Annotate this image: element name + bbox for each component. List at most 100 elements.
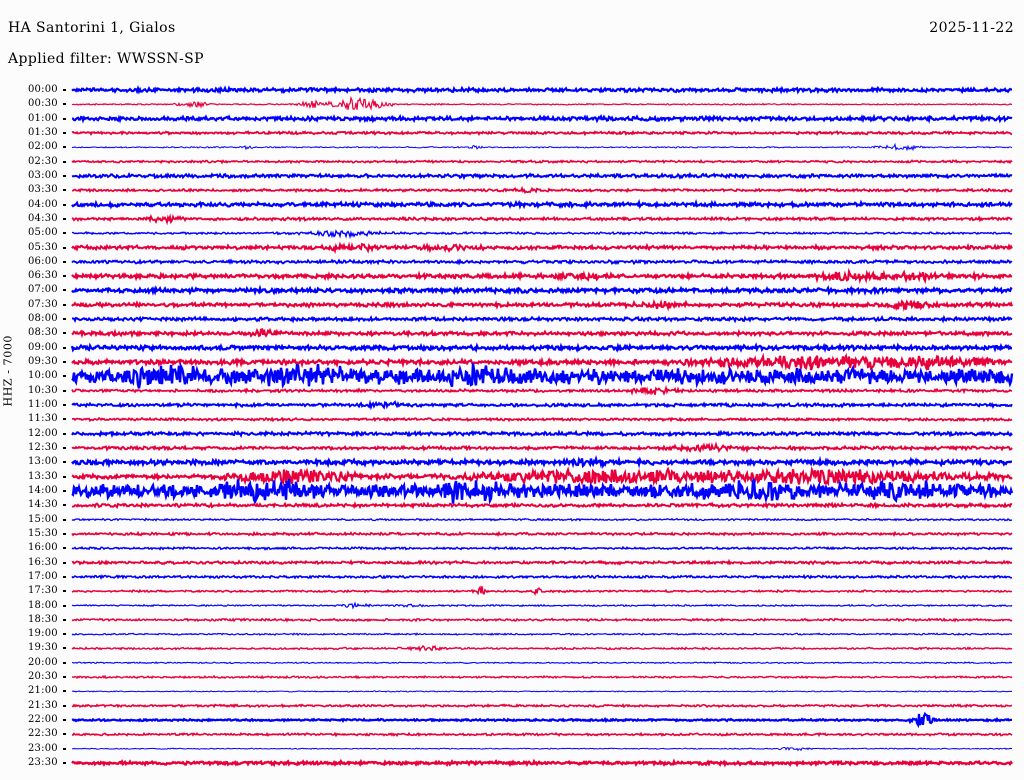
time-axis-label: 20:00 <box>28 656 58 668</box>
time-axis-label: 12:00 <box>28 427 58 439</box>
time-axis-tick <box>63 103 66 106</box>
time-axis-label: 21:30 <box>28 699 58 711</box>
time-axis-tick <box>63 346 66 349</box>
time-axis-label: 01:00 <box>28 112 58 124</box>
time-axis-tick <box>63 704 66 707</box>
time-axis-tick <box>63 189 66 192</box>
trace-line <box>71 601 1013 610</box>
time-axis-label: 16:00 <box>28 542 58 554</box>
time-axis-label: 14:30 <box>28 499 58 511</box>
trace-line <box>71 158 1013 165</box>
time-axis-label: 17:30 <box>28 585 58 597</box>
trace-line <box>71 241 1013 255</box>
trace-line <box>71 661 1013 665</box>
applied-filter-label: Applied filter: WWSSN-SP <box>8 51 204 67</box>
time-axis-tick <box>63 676 66 679</box>
time-axis-label: 00:00 <box>28 84 58 95</box>
time-axis-tick <box>63 332 66 335</box>
time-axis-label: 04:00 <box>28 198 58 210</box>
time-axis-label: 06:30 <box>28 270 58 282</box>
time-axis-tick <box>63 604 66 607</box>
time-axis-tick <box>63 762 66 765</box>
trace-line <box>71 558 1013 566</box>
time-axis-label: 03:00 <box>28 169 58 181</box>
trace-line <box>70 342 1013 354</box>
trace-line <box>71 617 1013 623</box>
time-axis-tick <box>63 590 66 593</box>
time-axis-label: 04:30 <box>28 212 58 224</box>
trace-line <box>71 267 1013 285</box>
time-axis-label: 10:30 <box>28 384 58 396</box>
trace-line <box>71 142 1013 152</box>
time-axis-tick <box>63 661 66 664</box>
trace-line <box>71 466 1013 487</box>
time-axis-tick <box>63 260 66 263</box>
trace-line <box>71 352 1013 372</box>
time-axis-label: 15:30 <box>28 527 58 539</box>
trace-line <box>71 517 1013 522</box>
time-axis-tick <box>63 117 66 120</box>
station-title: HA Santorini 1, Gialos <box>8 20 176 36</box>
time-axis-label: 23:30 <box>28 757 58 769</box>
trace-line <box>71 758 1013 768</box>
trace-line <box>71 399 1013 411</box>
time-axis-label: 17:00 <box>28 570 58 582</box>
trace-line <box>71 731 1013 738</box>
time-axis-tick <box>63 389 66 392</box>
time-axis-tick <box>63 131 66 134</box>
time-axis-tick <box>63 532 66 535</box>
time-axis-tick <box>63 318 66 321</box>
trace-line <box>71 644 1013 653</box>
time-axis-label: 05:00 <box>28 227 58 239</box>
plot-header: HA Santorini 1, Gialos 2025-11-22 Applie… <box>0 0 1024 80</box>
time-axis-tick <box>63 461 66 464</box>
time-axis-tick <box>63 246 66 249</box>
trace-line <box>71 229 1013 240</box>
trace-line <box>71 585 1013 597</box>
trace-line <box>71 113 1013 124</box>
trace-line <box>71 478 1014 505</box>
time-axis-tick <box>63 518 66 521</box>
trace-line <box>71 690 1013 693</box>
time-axis-tick <box>63 303 66 306</box>
date-label: 2025-11-22 <box>929 20 1014 36</box>
time-axis-tick <box>63 747 66 750</box>
trace-line <box>71 429 1013 439</box>
time-axis-label: 14:00 <box>28 484 58 496</box>
time-axis-label: 22:00 <box>28 714 58 726</box>
time-axis-tick <box>63 504 66 507</box>
time-axis-tick <box>63 561 66 564</box>
time-axis-label: 01:30 <box>28 126 58 138</box>
helicorder-plot: 00:00 00:30 01:00 01:30 02:00 02:30 03:00 03:30… <box>0 80 1024 780</box>
trace-line <box>71 703 1013 709</box>
time-axis-tick <box>63 418 66 421</box>
time-axis-tick <box>63 174 66 177</box>
time-axis-tick <box>63 375 66 378</box>
time-axis-label: 07:00 <box>28 284 58 296</box>
time-axis-label: 21:00 <box>28 685 58 697</box>
time-axis-tick <box>63 475 66 478</box>
time-axis-tick <box>63 232 66 235</box>
trace-line <box>71 441 1013 454</box>
time-axis-label: 13:30 <box>28 470 58 482</box>
time-axis-label: 16:30 <box>28 556 58 568</box>
trace-line <box>71 258 1013 266</box>
trace-line <box>71 327 1013 339</box>
time-axis-tick <box>63 361 66 364</box>
trace-line <box>71 530 1013 538</box>
time-axis-tick <box>63 647 66 650</box>
time-axis-tick <box>63 432 66 435</box>
time-axis-label: 08:00 <box>28 313 58 325</box>
time-axis-label: 03:30 <box>28 184 58 196</box>
time-axis-label: 02:00 <box>28 141 58 153</box>
time-axis-tick <box>63 217 66 220</box>
time-axis-tick <box>63 146 66 149</box>
trace-line <box>71 284 1013 297</box>
trace-line <box>71 362 1014 389</box>
time-axis-label: 23:00 <box>28 742 58 754</box>
time-axis-label: 13:00 <box>28 456 58 468</box>
time-axis-tick <box>63 404 66 407</box>
time-axis-label: 10:00 <box>28 370 58 382</box>
time-axis-label: 02:30 <box>28 155 58 167</box>
time-axis-tick <box>63 618 66 621</box>
